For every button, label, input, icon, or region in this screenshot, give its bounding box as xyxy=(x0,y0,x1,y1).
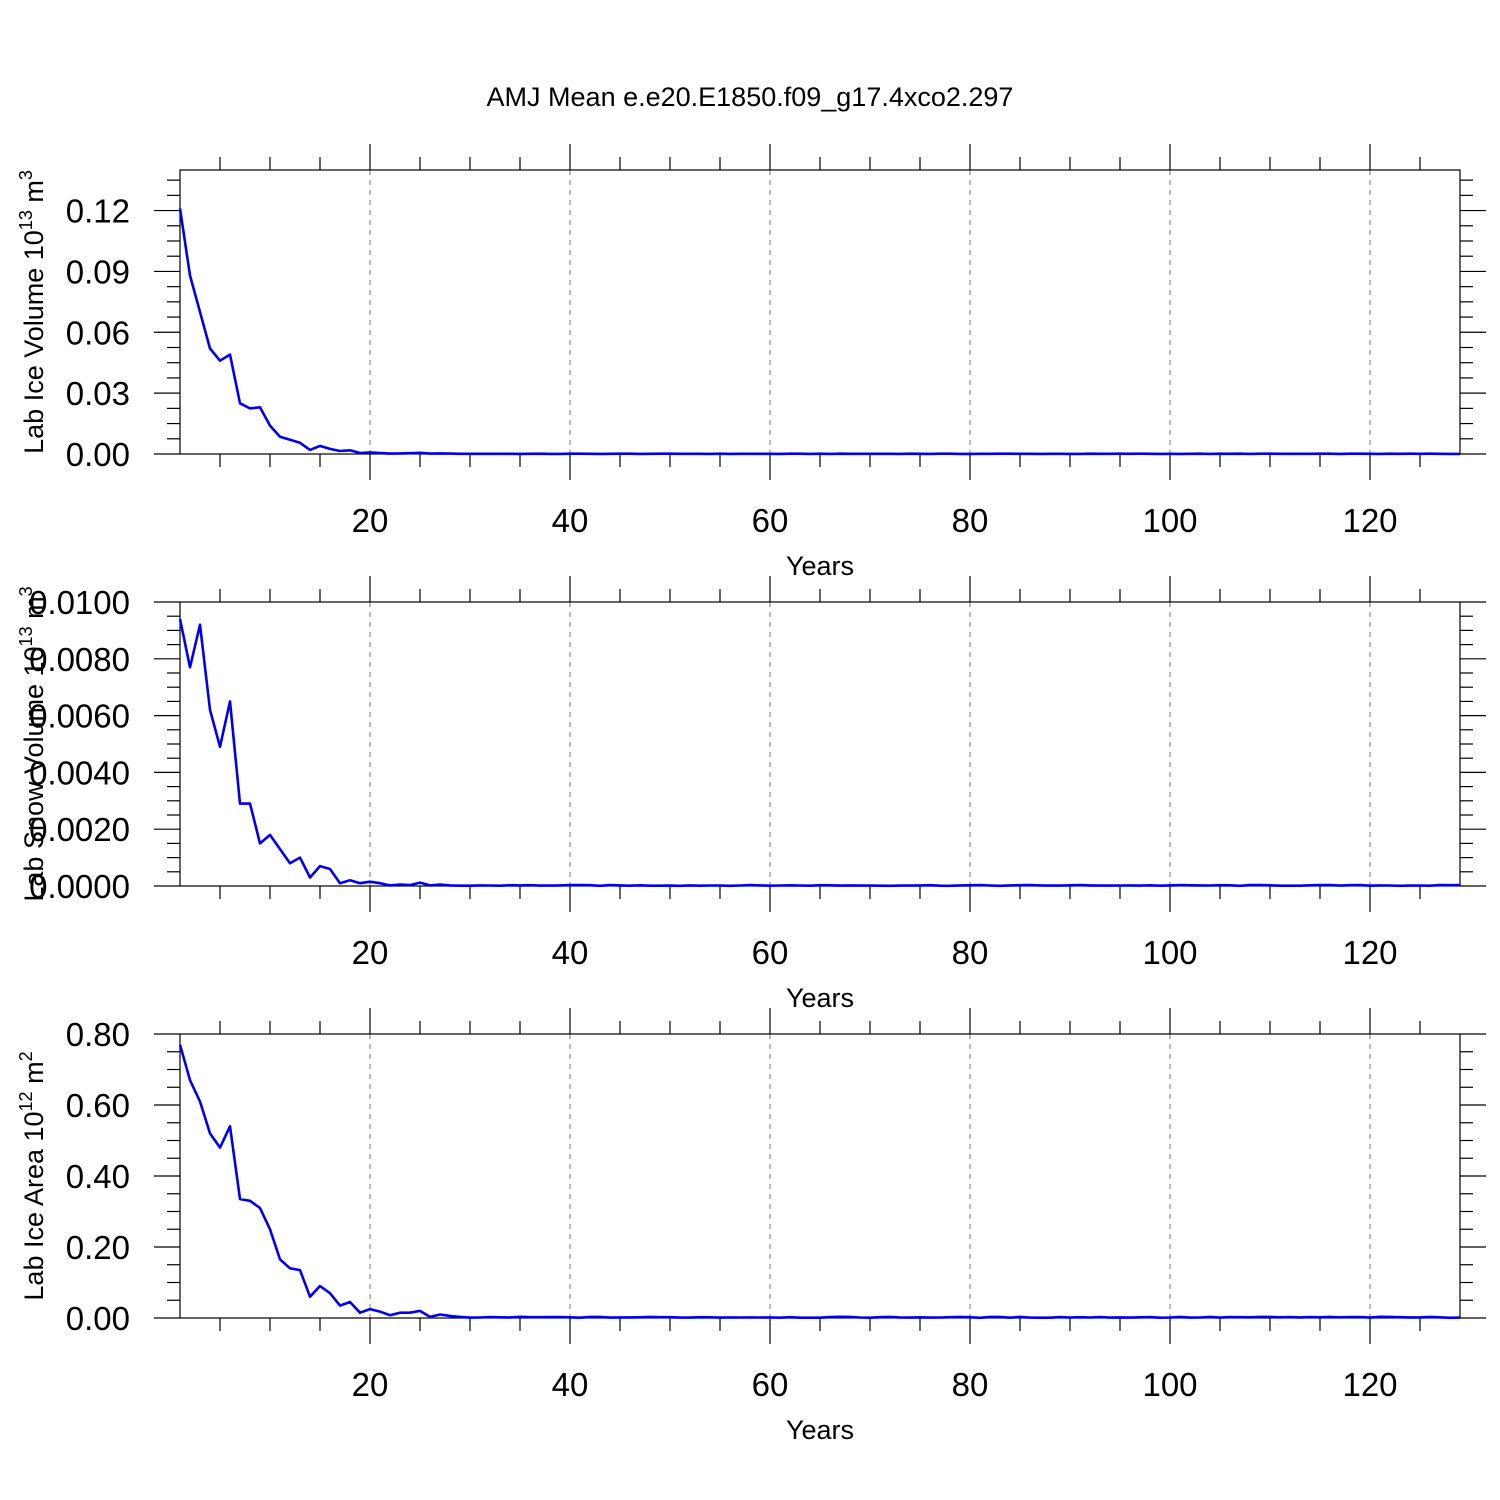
y-tick-label: 0.06 xyxy=(66,314,130,351)
x-axis-label: Years xyxy=(786,1415,854,1445)
chart-panel: 20 40 60 80 100 120 0.00 0.20 0.40 0.60 0.80 Years L… xyxy=(16,1008,1486,1445)
y-axis-label: Lab Ice Area 1012 m2 xyxy=(16,1051,49,1300)
y-tick-label: 0.40 xyxy=(66,1158,130,1195)
chart-panel: 20 40 60 80 100 120 0.0000 0.0020 0.0040 0.0060 0.… xyxy=(16,576,1486,1013)
x-tick-label: 20 xyxy=(352,934,389,971)
y-axis-label: Lab Snow Volume 1013 m3 xyxy=(16,586,49,901)
plot-frame xyxy=(179,601,1461,887)
x-tick-label: 40 xyxy=(552,502,589,539)
x-tick-label: 40 xyxy=(552,934,589,971)
x-tick-label: 40 xyxy=(552,1366,589,1403)
series-line xyxy=(178,618,1461,888)
plot-frame xyxy=(179,1033,1461,1319)
x-axis-label: Years xyxy=(786,551,854,581)
y-tick-label: 0.0040 xyxy=(29,754,130,791)
x-tick-label: 20 xyxy=(352,502,389,539)
y-tick-label: 0.03 xyxy=(66,375,130,412)
x-tick-label: 20 xyxy=(352,1366,389,1403)
y-tick-label: 0.20 xyxy=(66,1229,130,1266)
x-tick-label: 100 xyxy=(1142,934,1197,971)
series-line xyxy=(178,1044,1461,1320)
x-tick-label: 80 xyxy=(952,934,989,971)
x-tick-label: 80 xyxy=(952,502,989,539)
y-tick-label: 0.0100 xyxy=(29,584,130,621)
y-tick-label: 0.60 xyxy=(66,1087,130,1124)
y-tick-label: 0.0060 xyxy=(29,698,130,735)
x-tick-label: 120 xyxy=(1342,502,1397,539)
x-tick-label: 100 xyxy=(1142,1366,1197,1403)
series-line xyxy=(178,208,1460,456)
y-tick-label: 0.0020 xyxy=(29,811,130,848)
x-tick-label: 60 xyxy=(752,1366,789,1403)
y-tick-label: 0.80 xyxy=(66,1016,130,1053)
y-tick-label: 0.0080 xyxy=(29,641,130,678)
panels: 20 40 60 80 100 120 0.00 0.03 0.06 0.09 0.12 Years L… xyxy=(16,144,1486,1445)
figure-title: AMJ Mean e.e20.E1850.f09_g17.4xco2.297 xyxy=(487,82,1014,112)
y-tick-label: 0.00 xyxy=(66,436,130,473)
x-tick-label: 120 xyxy=(1342,1366,1397,1403)
x-tick-label: 60 xyxy=(752,934,789,971)
x-tick-label: 80 xyxy=(952,1366,989,1403)
y-tick-label: 0.00 xyxy=(66,1300,130,1337)
chart-panel: 20 40 60 80 100 120 0.00 0.03 0.06 0.09 0.12 Years L… xyxy=(16,144,1486,581)
y-tick-label: 0.12 xyxy=(66,193,130,230)
y-tick-label: 0.09 xyxy=(66,253,130,290)
x-tick-label: 120 xyxy=(1342,934,1397,971)
x-axis-label: Years xyxy=(786,983,854,1013)
y-tick-label: 0.0000 xyxy=(29,868,130,905)
x-tick-label: 60 xyxy=(752,502,789,539)
x-tick-label: 100 xyxy=(1142,502,1197,539)
plot-frame xyxy=(179,169,1461,455)
y-axis-label: Lab Ice Volume 1013 m3 xyxy=(16,170,49,454)
